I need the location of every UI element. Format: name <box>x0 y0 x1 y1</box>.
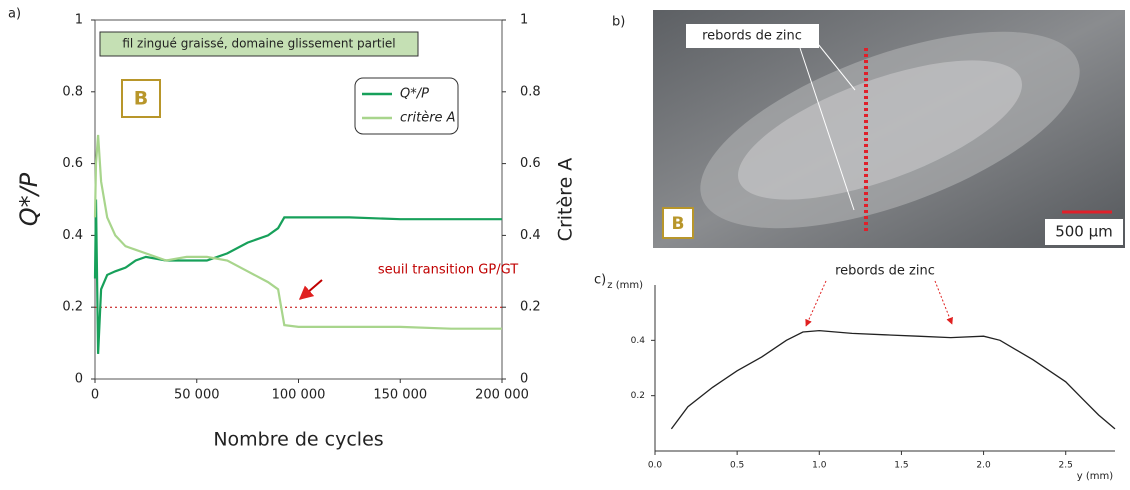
marker-box <box>121 79 161 118</box>
x-tick-label: 200 000 <box>475 388 529 403</box>
x-axis-label: Nombre de cycles <box>213 429 383 451</box>
x-tick-label: 1.5 <box>894 461 908 471</box>
annotation-text: fil zingué graissé, domaine glissement p… <box>122 37 395 51</box>
y2-tick-label: 0.8 <box>520 84 541 99</box>
x-tick-label: 1.0 <box>812 461 827 471</box>
label-box <box>686 24 819 48</box>
y-tick-label: 1 <box>75 13 83 28</box>
x-tick-label: 2.0 <box>976 461 991 471</box>
series-line <box>670 329 1116 430</box>
y-axis-label: Q*/P <box>15 172 43 226</box>
panel-label: b) <box>612 15 625 30</box>
photo-marker: B <box>672 214 685 234</box>
legend-label: Q*/P <box>400 87 429 102</box>
series-line <box>93 199 502 354</box>
annotation-box <box>99 31 419 57</box>
panel-label: c) <box>594 273 606 288</box>
y2-tick-label: 1 <box>520 13 528 28</box>
y2-tick-label: 0 <box>520 372 528 387</box>
x-tick-label: 50 000 <box>174 388 220 403</box>
series-line <box>93 134 502 330</box>
y-tick-label: 0.4 <box>631 336 646 346</box>
y-tick-label: 0.8 <box>62 84 83 99</box>
x-tick-label: 2.5 <box>1059 461 1073 471</box>
threshold-label: seuil transition GP/GT <box>378 263 518 278</box>
legend-label: critère A <box>400 111 456 126</box>
annotation-arrow <box>934 280 953 325</box>
y-tick-label: 0.4 <box>62 228 83 243</box>
wear-scar-center <box>738 60 1022 200</box>
scale-box <box>1045 219 1123 245</box>
y2-tick-label: 0.2 <box>520 300 541 315</box>
x-tick-label: 100 000 <box>272 388 326 403</box>
y-tick-label: 0.6 <box>62 156 83 171</box>
y-axis-label: z (mm) <box>607 280 643 291</box>
legend-box <box>354 77 459 135</box>
marker-box <box>662 207 694 239</box>
y-tick-label: 0 <box>75 372 83 387</box>
y-tick-label: 0.2 <box>631 391 645 401</box>
x-tick-label: 0.5 <box>730 461 744 471</box>
scale-label: 500 µm <box>1055 223 1113 241</box>
y2-tick-label: 0.4 <box>520 228 541 243</box>
panel-label: a) <box>8 7 21 22</box>
plot-frame <box>94 19 503 380</box>
pointer <box>817 43 856 91</box>
annotation-text: rebords de zinc <box>835 264 935 279</box>
threshold-arrow <box>298 279 323 300</box>
y2-axis-label: Critère A <box>555 158 577 242</box>
x-axis-label: y (mm) <box>1077 471 1113 482</box>
marker-text: B <box>134 88 148 110</box>
x-tick-label: 0 <box>91 388 99 403</box>
pointer <box>799 47 855 211</box>
x-tick-label: 0.0 <box>648 461 663 471</box>
y-tick-label: 0.2 <box>62 300 83 315</box>
y2-tick-label: 0.6 <box>520 156 541 171</box>
photo-annotation: rebords de zinc <box>702 29 802 44</box>
x-tick-label: 150 000 <box>373 388 427 403</box>
annotation-arrow <box>805 280 827 327</box>
